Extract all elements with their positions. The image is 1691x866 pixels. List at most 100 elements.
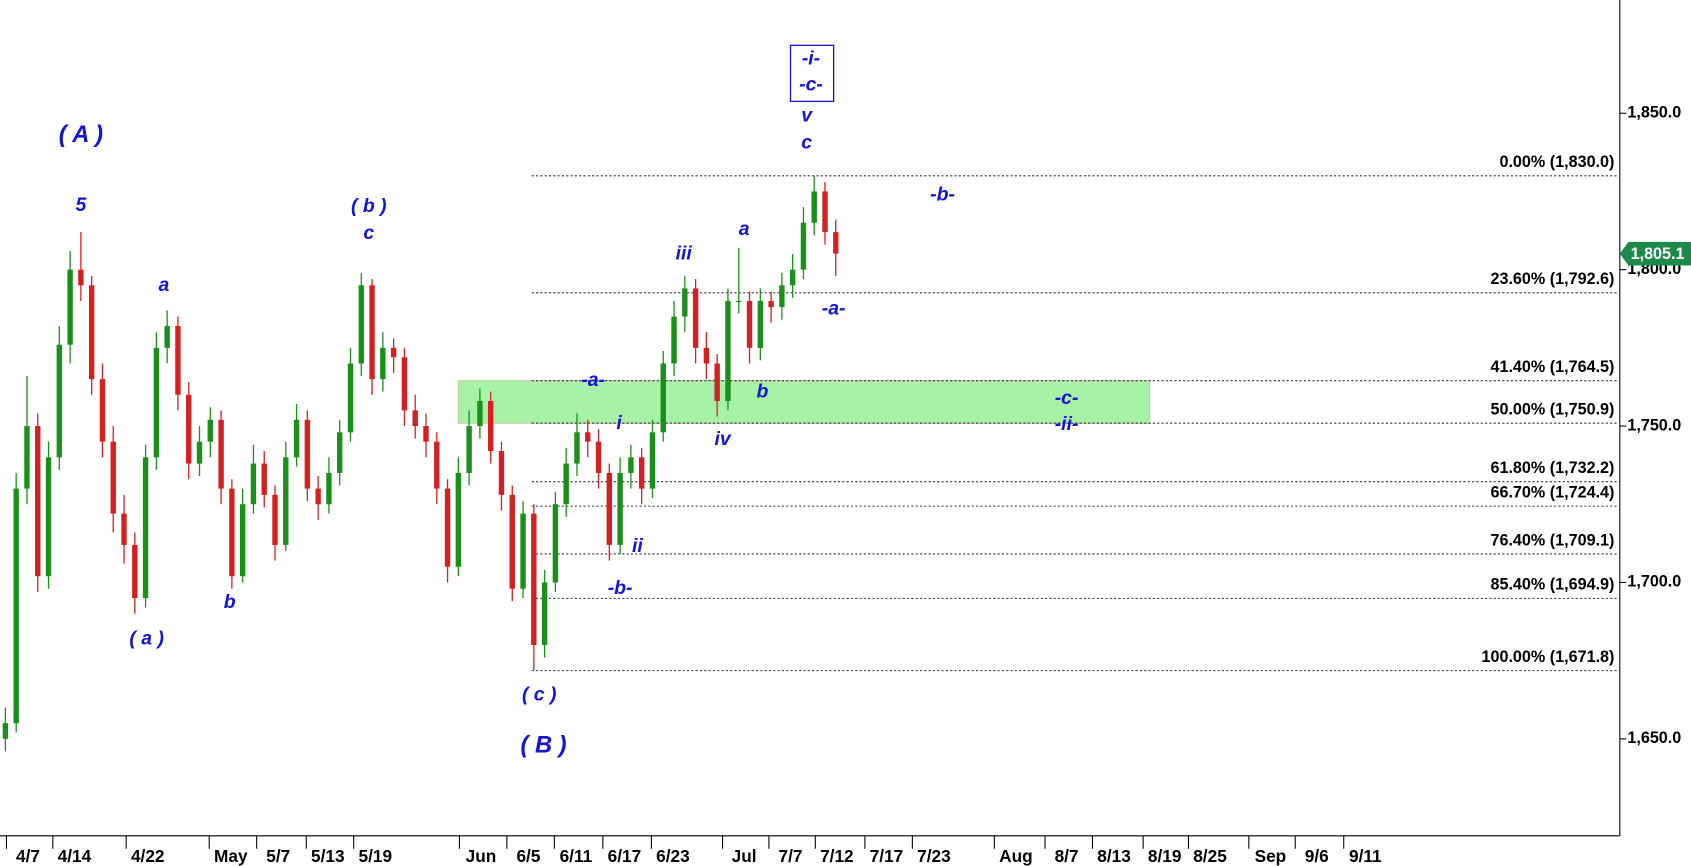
candle-body bbox=[88, 285, 95, 380]
candle-body bbox=[455, 472, 462, 567]
candle-body bbox=[638, 457, 645, 489]
candle-body bbox=[498, 451, 505, 495]
candle-body bbox=[121, 513, 127, 545]
x-tick-label: 5/19 bbox=[359, 846, 393, 866]
candle-body bbox=[78, 269, 84, 286]
candle-body bbox=[239, 504, 246, 577]
candle-body bbox=[283, 457, 289, 545]
candle-body bbox=[186, 394, 192, 464]
fib-label: 76.40% (1,709.1) bbox=[1490, 531, 1614, 549]
wave-label: iii bbox=[676, 243, 693, 265]
candle-body bbox=[207, 419, 213, 442]
candle-body bbox=[434, 441, 440, 489]
wave-label: ( A ) bbox=[59, 122, 103, 148]
annotations-layer: ( A )5a( a )b( b )c( c )( B )-a-iii-b-ii… bbox=[59, 44, 1079, 759]
candle-body bbox=[552, 504, 559, 583]
candles-layer bbox=[2, 175, 839, 752]
y-tick-label: 1,850.0 bbox=[1627, 104, 1681, 122]
x-tick-label: 7/7 bbox=[779, 846, 803, 866]
candle-body bbox=[218, 419, 224, 489]
wave-label: ( B ) bbox=[520, 733, 566, 759]
x-tick-label: 6/17 bbox=[608, 846, 642, 866]
x-tick-label: 5/7 bbox=[266, 846, 290, 866]
wave-label: -ii- bbox=[1055, 413, 1079, 435]
candle-body bbox=[660, 363, 666, 433]
candle-body bbox=[531, 513, 537, 645]
y-tick-label: 1,700.0 bbox=[1627, 573, 1681, 591]
candle-body bbox=[326, 472, 332, 505]
x-tick-label: 4/7 bbox=[16, 846, 40, 866]
candle-body bbox=[153, 347, 160, 458]
candle-body bbox=[35, 426, 41, 577]
x-tick-label: 4/14 bbox=[58, 846, 92, 866]
x-tick-label: Aug bbox=[999, 846, 1033, 866]
candle-body bbox=[67, 269, 73, 345]
candle-body bbox=[423, 426, 429, 442]
candle-body bbox=[24, 426, 30, 489]
fib-label: 85.40% (1,694.9) bbox=[1490, 576, 1614, 594]
candle-body bbox=[725, 300, 731, 402]
candle-body bbox=[541, 582, 548, 645]
candle-body bbox=[132, 544, 138, 599]
candle-body bbox=[585, 432, 591, 442]
wave-label: -i- bbox=[802, 47, 820, 69]
candle-body bbox=[293, 419, 300, 458]
candle-body bbox=[811, 191, 817, 223]
fib-label: 66.70% (1,724.4) bbox=[1490, 483, 1614, 501]
x-tick-label: Jun bbox=[466, 846, 497, 866]
candle-body bbox=[649, 432, 656, 489]
candle-body bbox=[466, 426, 472, 473]
zone-layer bbox=[457, 380, 1151, 424]
x-tick-label: Jul bbox=[732, 846, 757, 866]
wave-label: 5 bbox=[75, 194, 87, 216]
wave-label: c bbox=[363, 222, 374, 244]
candle-body bbox=[175, 325, 181, 395]
candle-body bbox=[369, 285, 375, 380]
candle-body bbox=[272, 494, 278, 545]
x-tick-label: 9/11 bbox=[1349, 846, 1382, 866]
x-tick-label: 8/19 bbox=[1148, 846, 1182, 866]
candle-body bbox=[487, 401, 494, 452]
candle-body bbox=[574, 432, 580, 464]
candle-body bbox=[682, 288, 688, 317]
candle-body bbox=[703, 347, 710, 364]
wave-label: -c- bbox=[1055, 387, 1079, 409]
wave-box bbox=[789, 44, 835, 103]
candle-body bbox=[347, 363, 354, 433]
last-price-tag bbox=[1619, 241, 1691, 266]
candle-body bbox=[358, 285, 364, 364]
x-tick-label: 7/12 bbox=[820, 846, 854, 866]
candle-body bbox=[800, 222, 807, 270]
candle-body bbox=[315, 488, 321, 505]
candle-body bbox=[250, 463, 257, 505]
wave-label: c bbox=[801, 132, 812, 154]
candle-body bbox=[2, 723, 9, 739]
fib-label: 41.40% (1,764.5) bbox=[1490, 358, 1614, 376]
candle-body bbox=[757, 300, 763, 348]
candle-body bbox=[412, 410, 418, 427]
candle-body bbox=[164, 325, 170, 348]
wave-label: ( a ) bbox=[129, 628, 164, 650]
candle-body bbox=[606, 472, 613, 545]
wave-label: a bbox=[159, 274, 170, 296]
candle-body bbox=[520, 513, 526, 589]
x-tick-label: 6/5 bbox=[516, 846, 540, 866]
x-tick-label: 8/13 bbox=[1097, 846, 1131, 866]
wave-label: a bbox=[739, 218, 750, 240]
candle-body bbox=[563, 463, 569, 505]
candle-body bbox=[692, 288, 699, 348]
candle-body bbox=[617, 472, 623, 545]
wave-label: ii bbox=[632, 535, 643, 557]
candle-body bbox=[110, 441, 116, 514]
x-tick-label: 4/22 bbox=[131, 846, 165, 866]
candle-body bbox=[628, 457, 634, 473]
fib-label: 50.00% (1,750.9) bbox=[1490, 401, 1614, 419]
candle-body bbox=[746, 300, 753, 348]
candle-body bbox=[595, 441, 602, 473]
x-tick-label: Sep bbox=[1255, 846, 1287, 866]
x-tick-label: 8/7 bbox=[1055, 846, 1079, 866]
wave-label: ( b ) bbox=[351, 195, 387, 217]
